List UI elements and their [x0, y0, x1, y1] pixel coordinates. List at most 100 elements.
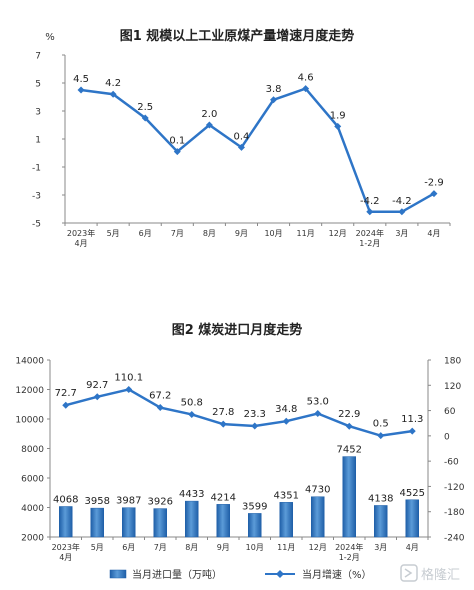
chart2-bar-label-3: 3926 [148, 497, 173, 508]
chart1-point-6 [270, 96, 278, 104]
chart1-x-tick-1: 5月 [107, 229, 120, 238]
chart1-label-4: 2.0 [201, 109, 217, 120]
chart2-y2-tick-2: 60 [444, 407, 456, 417]
chart1-label-0: 4.5 [73, 74, 89, 85]
chart2-bar-10 [374, 505, 388, 538]
chart1-point-10 [398, 208, 406, 216]
chart2-y2-tick-0: 180 [444, 357, 461, 367]
chart2-bar-label-9: 7452 [337, 445, 362, 456]
chart2-bars [59, 456, 419, 538]
chart2-growth-point-9 [345, 422, 353, 430]
chart2-growth-point-3 [156, 404, 164, 412]
chart2-growth-label-0: 72.7 [55, 388, 77, 399]
chart1-label-10: -4.2 [392, 196, 412, 207]
legend-bar-swatch [109, 569, 127, 579]
chart2-growth-point-4 [188, 410, 196, 418]
chart2-growth-label-9: 22.9 [338, 409, 360, 420]
chart2-bar-label-10: 4138 [368, 493, 393, 504]
chart2-y-tick-5: 4000 [21, 504, 44, 514]
chart2-bar-3 [153, 508, 167, 538]
chart1-label-6: 3.8 [266, 84, 282, 95]
chart2-growth-label-3: 67.2 [149, 391, 171, 402]
chart2-x-tick-1: 5月 [91, 543, 104, 552]
chart2-bar-label-6: 3599 [242, 501, 267, 512]
chart1-x-tick-9: 2024年 1-2月 [356, 228, 384, 248]
chart2-growth-label-11: 11.3 [401, 414, 423, 425]
chart2-legend: 当月进口量（万吨） 当月增速（%） [109, 568, 372, 581]
chart2-y-tick-6: 2000 [21, 534, 44, 544]
chart1-x-tick-0: 2023年 4月 [67, 228, 95, 248]
chart2-growth-label-5: 27.8 [212, 407, 234, 418]
chart1-series [80, 87, 435, 214]
chart2-bar-label-0: 4068 [53, 494, 78, 505]
chart2-bar-0 [59, 506, 73, 538]
chart2-growth-point-0 [62, 401, 70, 409]
chart1-y-tick-3: 1 [35, 136, 41, 146]
chart2-title: 图2 煤炭进口月度走势 [172, 322, 303, 338]
chart2-y-tick-1: 12000 [15, 386, 44, 396]
chart2-bar-11 [405, 499, 419, 538]
chart2-growth-label-6: 23.3 [244, 409, 266, 420]
chart1-point-4 [205, 121, 213, 129]
chart2-x-tick-8: 12月 [309, 543, 327, 552]
chart2-growth-label-7: 34.8 [275, 404, 297, 415]
watermark: 格隆汇 [400, 564, 460, 583]
chart2-x-tick-5: 9月 [217, 543, 230, 552]
chart1-y-tick-4: -1 [32, 164, 41, 174]
chart1-point-1 [109, 90, 117, 98]
chart1-points [77, 85, 438, 216]
legend-line-label: 当月增速（%） [302, 568, 372, 581]
chart2-x-tick-6: 10月 [246, 543, 264, 552]
chart1-x-tick-4: 8月 [203, 229, 216, 238]
chart2-left-y-axis: 14000 12000 10000 8000 6000 4000 2000 [15, 357, 51, 544]
chart2-growth-points [62, 385, 416, 440]
chart2-bar-label-7: 4351 [274, 490, 299, 501]
chart2-bar-8 [311, 496, 325, 538]
chart2-bar-label-11: 4525 [400, 488, 425, 499]
chart2-x-tick-11: 4月 [406, 543, 419, 552]
chart1-label-7: 4.6 [298, 73, 314, 84]
chart2-y-tick-4: 6000 [21, 475, 44, 485]
chart2-x-tick-3: 7月 [154, 543, 167, 552]
chart1-point-9 [366, 208, 374, 216]
chart2-x-tick-0: 2023年 4月 [52, 542, 80, 562]
chart1-x-tick-2: 6月 [139, 229, 152, 238]
chart1-point-7 [302, 85, 310, 93]
chart1-point-8 [334, 122, 342, 130]
chart1-label-9: -4.2 [360, 196, 380, 207]
chart1-point-5 [237, 143, 245, 151]
chart2-bar-6 [248, 513, 262, 538]
chart2-bar-9 [342, 456, 356, 538]
chart1-point-2 [141, 114, 149, 122]
chart2-bar-label-4: 4433 [179, 489, 204, 500]
chart2-bar-7 [279, 502, 293, 538]
chart2-bar-2 [122, 507, 136, 538]
chart2-y-tick-2: 10000 [15, 416, 44, 426]
chart2-bar-1 [90, 507, 104, 538]
chart1-x-tick-5: 9月 [235, 229, 248, 238]
chart2-growth-point-7 [282, 417, 290, 425]
chart2-growth-point-10 [377, 432, 385, 440]
chart2-x-axis: 2023年 4月 5月 6月 7月 8月 9月 10月 11月 12月 2024年 1-2月 3月 4月 [49, 536, 429, 562]
chart1-data-labels: 4.5 4.2 2.5 0.1 2.0 0.4 3.8 4.6 1.9 -4.2 -4.2 -2.9 [73, 73, 444, 207]
chart2-bar-labels: 4068 3958 3987 3926 4433 4214 3599 4351 4730 7452… [53, 445, 425, 513]
chart1-label-2: 2.5 [137, 102, 153, 113]
chart2-growth-label-10: 0.5 [373, 419, 389, 430]
chart2-y2-tick-5: -120 [444, 483, 465, 493]
chart2-growth-label-8: 53.0 [307, 397, 329, 408]
chart1-point-3 [173, 148, 181, 156]
chart2-bar-4 [185, 500, 199, 538]
chart1-label-1: 4.2 [105, 78, 121, 89]
chart1-y-tick-0: 7 [35, 52, 41, 62]
chart1-y-tick-1: 5 [35, 80, 41, 90]
chart2-growth-line [65, 388, 413, 437]
chart2-x-tick-9: 2024年 1-2月 [335, 542, 363, 562]
chart2-bar-label-5: 4214 [211, 492, 236, 503]
chart1-series-line [80, 87, 435, 214]
chart2-growth-label-2: 110.1 [114, 372, 143, 383]
chart1-label-11: -2.9 [424, 178, 444, 189]
chart2-growth-point-2 [125, 385, 133, 393]
chart1-y-axis: 7 5 3 1 -1 -3 -5 [32, 52, 66, 230]
chart1-label-8: 1.9 [330, 110, 346, 121]
